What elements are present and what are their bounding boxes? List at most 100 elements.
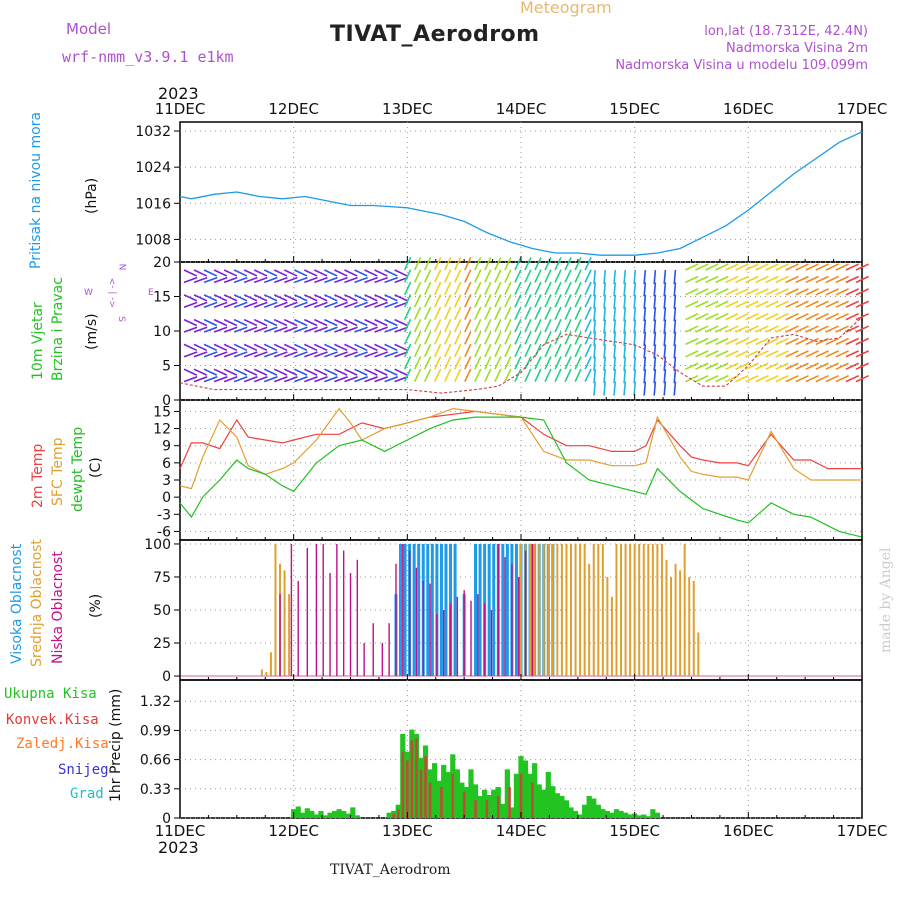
wind-arrow <box>223 326 238 333</box>
wind-arrow <box>785 275 799 284</box>
wind-arrow <box>454 356 462 370</box>
wind-arrow <box>243 343 258 352</box>
wind-arrow <box>603 381 607 396</box>
cloud-ylabel-2: Srednja Oblacnost <box>29 539 45 667</box>
wind-arrow <box>705 275 719 284</box>
wind-arrow <box>374 368 388 376</box>
wind-arrow <box>574 356 582 370</box>
wind-arrow <box>735 263 749 271</box>
wind-arrow <box>603 307 607 322</box>
wind-arrow <box>825 275 839 284</box>
wind-arrow <box>574 331 582 345</box>
cloud-bar-srednja-oblacnost <box>642 543 645 677</box>
wind-arrow <box>494 294 502 308</box>
wind-arrow <box>633 381 637 396</box>
wind-ytick-label: 15 <box>153 290 171 306</box>
cloud-bar-srednja-oblacnost <box>265 672 268 677</box>
precip-bar-conv <box>508 787 511 818</box>
wind-arrow <box>603 331 607 347</box>
wind-arrow <box>825 300 839 308</box>
wind-arrow <box>193 318 208 327</box>
clouds-ytick-label: 25 <box>153 636 171 652</box>
temperature-line-dewpt-temp <box>179 416 863 538</box>
altitude-label: Nadmorska Visina 2m <box>726 41 868 56</box>
cloud-bar-srednja-oblacnost <box>633 543 636 677</box>
precip-bar-total <box>477 795 483 818</box>
wind-arrow <box>705 374 719 383</box>
cloud-bar-srednja-oblacnost <box>670 576 673 677</box>
wind-arrow <box>413 356 422 370</box>
wind-arrow <box>785 300 799 308</box>
wind-arrow <box>765 312 779 321</box>
wind-arrow <box>364 269 378 277</box>
wind-arrow <box>354 351 368 358</box>
cloud-bar-niska-oblacnost <box>290 543 293 677</box>
wind-arrow <box>183 301 198 308</box>
wind-arrow <box>815 374 829 383</box>
wind-arrow <box>464 356 472 370</box>
cloud-bar-niska-oblacnost <box>322 543 324 677</box>
wind-arrow <box>284 376 298 383</box>
wind-arrow <box>845 263 859 271</box>
wind-arrow <box>815 325 829 333</box>
wind-arrow <box>855 337 869 346</box>
wind-arrow <box>593 344 597 359</box>
wind-arrow <box>344 376 358 383</box>
wind-arrow <box>474 343 482 358</box>
cloud-bar-niska-oblacnost <box>518 576 520 677</box>
wind-arrow <box>663 282 667 297</box>
wind-arrow <box>775 300 789 308</box>
bottom-date-label: 11DEC <box>155 822 206 840</box>
wind-arrow <box>735 337 749 346</box>
wind-arrow <box>434 281 442 296</box>
cloud-bar-srednja-oblacnost <box>688 576 691 677</box>
wind-arrow <box>685 263 699 271</box>
precip-bar-total <box>491 789 497 818</box>
wind-arrow <box>715 300 729 308</box>
cloud-bar-srednja-oblacnost <box>560 543 563 677</box>
cloud-bar-visoka-oblacnost <box>501 543 505 677</box>
wind-arrow <box>384 276 399 284</box>
wind-arrow <box>423 269 432 283</box>
grid-lines <box>180 122 862 819</box>
wind-arrow <box>223 318 238 327</box>
wind-arrow <box>825 350 839 358</box>
wind-arrow <box>464 269 472 283</box>
precip-bar-total <box>468 769 474 818</box>
wind-arrow <box>344 351 358 358</box>
wind-arrow <box>825 374 839 383</box>
wind-arrow <box>514 356 522 370</box>
wind-arrow <box>484 256 492 271</box>
wind-arrow <box>193 351 208 358</box>
wind-arrow <box>253 351 268 358</box>
wind-arrow <box>554 343 562 358</box>
wind-arrow <box>603 319 607 334</box>
wind-arrow <box>613 294 617 309</box>
precip-bar-total <box>532 763 538 818</box>
wind-arrow <box>835 325 849 333</box>
wind-arrow <box>314 318 328 327</box>
wind-arrow <box>253 326 268 333</box>
wind-arrow <box>183 269 198 277</box>
cloud-bar-niska-oblacnost <box>279 594 281 677</box>
wind-arrow <box>413 343 422 358</box>
precip-bar-total <box>441 764 447 818</box>
wind-arrow <box>524 356 532 370</box>
precip-bar-total <box>559 795 565 818</box>
bottom-date-label: 13DEC <box>382 822 433 840</box>
wind-arrow <box>534 356 542 370</box>
wind-arrow <box>454 306 462 320</box>
wind-arrow <box>193 294 208 302</box>
wind-arrow <box>444 269 452 283</box>
precip-bar-conv <box>440 787 443 818</box>
wind-arrow <box>423 331 432 345</box>
wind-arrow <box>805 337 819 346</box>
clouds-ytick-label: 75 <box>153 570 171 586</box>
wind-arrow <box>364 368 378 376</box>
wind-arrow <box>825 362 839 370</box>
wind-arrow <box>705 362 719 370</box>
wind-arrow <box>494 318 502 333</box>
wind-arrow <box>815 275 829 284</box>
wind-arrow <box>745 300 759 308</box>
wind-arrow <box>394 343 408 352</box>
